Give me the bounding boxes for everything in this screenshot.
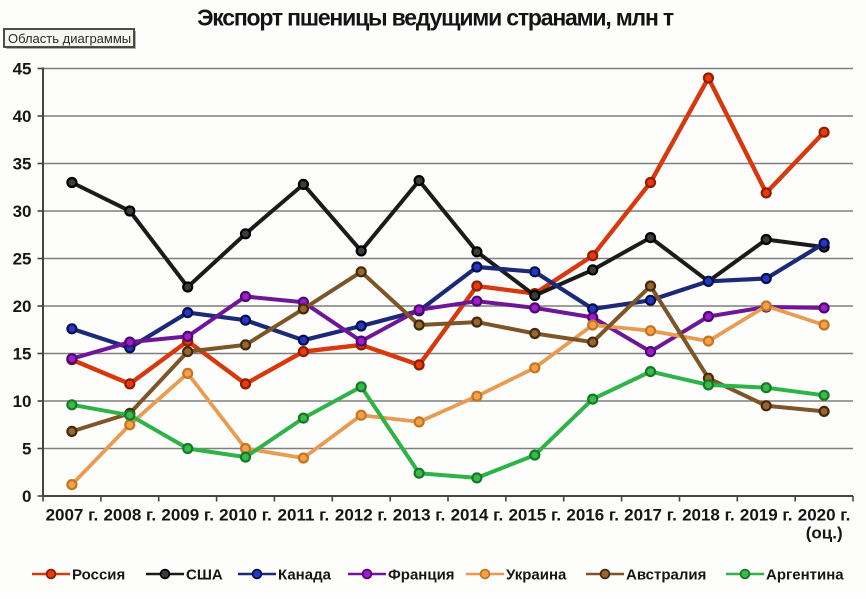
svg-text:2007 г.: 2007 г. xyxy=(46,506,99,525)
svg-text:40: 40 xyxy=(13,107,32,126)
svg-text:2012 г.: 2012 г. xyxy=(335,506,388,525)
svg-text:2011 г.: 2011 г. xyxy=(278,506,330,525)
svg-text:Экспорт пшеницы ведущими стран: Экспорт пшеницы ведущими странами, млн т xyxy=(197,4,674,30)
svg-text:Франция: Франция xyxy=(388,566,455,583)
svg-text:2013 г.: 2013 г. xyxy=(393,506,446,525)
svg-text:10: 10 xyxy=(13,392,32,411)
svg-text:2020 г.: 2020 г. xyxy=(798,506,851,525)
svg-text:2014 г.: 2014 г. xyxy=(451,506,504,525)
svg-text:2017 г.: 2017 г. xyxy=(624,506,677,525)
svg-text:25: 25 xyxy=(13,250,32,269)
svg-text:Украина: Украина xyxy=(506,566,567,583)
svg-text:15: 15 xyxy=(13,345,32,364)
svg-text:0: 0 xyxy=(22,487,31,506)
svg-text:2009 г.: 2009 г. xyxy=(161,506,214,525)
svg-text:2015 г.: 2015 г. xyxy=(508,506,561,525)
svg-text:Россия: Россия xyxy=(72,566,125,583)
svg-text:Канада: Канада xyxy=(278,566,332,583)
svg-text:2010 г.: 2010 г. xyxy=(219,506,272,525)
svg-text:Австралия: Австралия xyxy=(626,566,706,583)
svg-text:2008 г.: 2008 г. xyxy=(103,506,156,525)
svg-text:Аргентина: Аргентина xyxy=(766,566,844,583)
svg-text:США: США xyxy=(186,566,223,583)
svg-text:(оц.): (оц.) xyxy=(806,524,843,543)
svg-text:20: 20 xyxy=(13,297,32,316)
svg-text:35: 35 xyxy=(13,155,32,174)
svg-text:Область диаграммы: Область диаграммы xyxy=(8,31,131,46)
svg-text:2019 г.: 2019 г. xyxy=(740,506,793,525)
svg-text:2016 г.: 2016 г. xyxy=(566,506,619,525)
svg-text:5: 5 xyxy=(22,440,31,459)
svg-text:2018 г.: 2018 г. xyxy=(682,506,735,525)
svg-text:30: 30 xyxy=(13,202,32,221)
svg-text:45: 45 xyxy=(13,60,32,79)
